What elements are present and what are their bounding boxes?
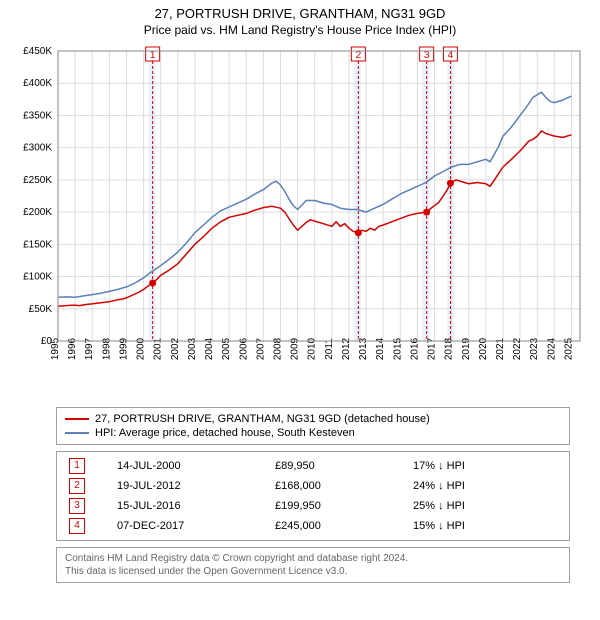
- titles-block: 27, PORTRUSH DRIVE, GRANTHAM, NG31 9GD P…: [10, 6, 590, 37]
- legend-label-property: 27, PORTRUSH DRIVE, GRANTHAM, NG31 9GD (…: [95, 412, 430, 426]
- legend-item-property: 27, PORTRUSH DRIVE, GRANTHAM, NG31 9GD (…: [65, 412, 561, 426]
- svg-text:£150K: £150K: [23, 239, 52, 250]
- attribution-note: Contains HM Land Registry data © Crown c…: [56, 547, 570, 583]
- legend-item-hpi: HPI: Average price, detached house, Sout…: [65, 426, 561, 440]
- sale-date: 15-JUL-2016: [113, 496, 271, 516]
- sale-price: £199,950: [271, 496, 409, 516]
- sale-date: 07-DEC-2017: [113, 516, 271, 536]
- sale-date: 14-JUL-2000: [113, 456, 271, 476]
- sales-table: 1 14-JUL-2000£89,95017% ↓ HPI 2 19-JUL-2012…: [56, 451, 570, 541]
- svg-text:£300K: £300K: [23, 143, 52, 154]
- sale-pct: 17% ↓ HPI: [409, 456, 561, 476]
- sale-pct: 15% ↓ HPI: [409, 516, 561, 536]
- svg-text:£250K: £250K: [23, 175, 52, 186]
- legend: 27, PORTRUSH DRIVE, GRANTHAM, NG31 9GD (…: [56, 407, 570, 445]
- svg-text:£50K: £50K: [29, 304, 53, 315]
- sale-marker-1: 1: [69, 458, 85, 474]
- table-row: 4 07-DEC-2017£245,00015% ↓ HPI: [65, 516, 561, 536]
- svg-text:2: 2: [356, 50, 362, 61]
- table-row: 3 15-JUL-2016£199,95025% ↓ HPI: [65, 496, 561, 516]
- svg-text:3: 3: [424, 50, 430, 61]
- svg-text:£400K: £400K: [23, 78, 52, 89]
- table-row: 1 14-JUL-2000£89,95017% ↓ HPI: [65, 456, 561, 476]
- title-main: 27, PORTRUSH DRIVE, GRANTHAM, NG31 9GD: [10, 6, 590, 21]
- note-line-1: Contains HM Land Registry data © Crown c…: [65, 552, 561, 565]
- sale-marker-4: 4: [69, 518, 85, 534]
- svg-text:£450K: £450K: [23, 46, 52, 57]
- chart-container: £0£50K£100K£150K£200K£250K£300K£350K£400…: [12, 41, 588, 401]
- sales-table-body: 1 14-JUL-2000£89,95017% ↓ HPI 2 19-JUL-2012…: [65, 456, 561, 536]
- table-row: 2 19-JUL-2012£168,00024% ↓ HPI: [65, 476, 561, 496]
- title-sub: Price paid vs. HM Land Registry's House …: [10, 23, 590, 37]
- sale-price: £168,000: [271, 476, 409, 496]
- svg-text:£350K: £350K: [23, 110, 52, 121]
- legend-label-hpi: HPI: Average price, detached house, Sout…: [95, 426, 355, 440]
- note-line-2: This data is licensed under the Open Gov…: [65, 565, 561, 578]
- sale-price: £245,000: [271, 516, 409, 536]
- svg-text:1: 1: [150, 50, 156, 61]
- svg-text:4: 4: [448, 50, 454, 61]
- sale-pct: 24% ↓ HPI: [409, 476, 561, 496]
- sale-marker-2: 2: [69, 478, 85, 494]
- legend-swatch-property: [65, 418, 89, 420]
- sale-pct: 25% ↓ HPI: [409, 496, 561, 516]
- page-root: 27, PORTRUSH DRIVE, GRANTHAM, NG31 9GD P…: [0, 0, 600, 620]
- sale-marker-3: 3: [69, 498, 85, 514]
- svg-text:£200K: £200K: [23, 207, 52, 218]
- legend-swatch-hpi: [65, 432, 89, 434]
- sale-price: £89,950: [271, 456, 409, 476]
- svg-text:£100K: £100K: [23, 272, 52, 283]
- sale-date: 19-JUL-2012: [113, 476, 271, 496]
- price-chart: £0£50K£100K£150K£200K£250K£300K£350K£400…: [12, 41, 588, 401]
